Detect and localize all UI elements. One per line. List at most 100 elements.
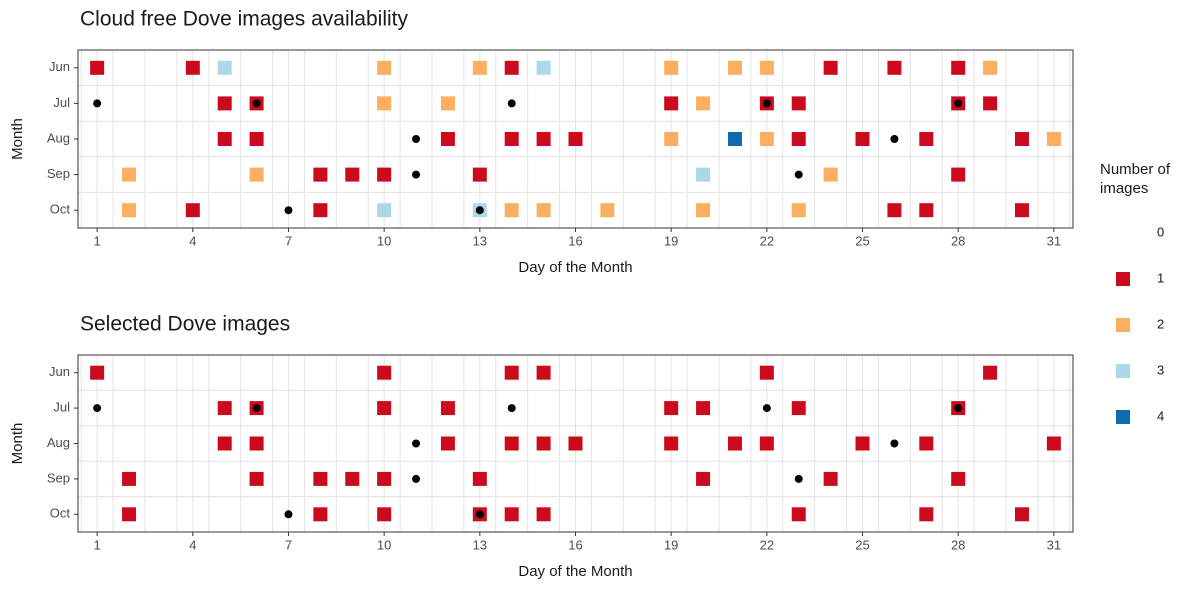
image-count-square: [90, 365, 105, 380]
x-tick-label: 22: [760, 537, 774, 552]
image-count-square: [185, 60, 200, 75]
y-tick-label: Jul: [53, 400, 70, 415]
image-count-square: [122, 167, 137, 182]
x-tick-label: 25: [855, 537, 869, 552]
chart-title: Cloud free Dove images availability: [80, 8, 408, 31]
image-count-square: [823, 60, 838, 75]
image-count-square: [122, 471, 137, 486]
image-count-square: [696, 401, 711, 416]
dot: [794, 170, 803, 179]
dot: [762, 99, 771, 108]
image-count-square: [727, 436, 742, 451]
image-count-square: [919, 436, 934, 451]
image-count-square: [600, 203, 615, 218]
image-count-square: [249, 436, 264, 451]
image-count-square: [983, 96, 998, 111]
image-count-square: [919, 203, 934, 218]
image-count-square: [664, 401, 679, 416]
image-count-square: [1046, 436, 1061, 451]
image-count-square: [536, 436, 551, 451]
dot: [507, 99, 516, 108]
y-tick-label: Aug: [47, 435, 70, 450]
image-count-square: [983, 365, 998, 380]
x-tick-label: 10: [377, 233, 391, 248]
image-count-square: [377, 507, 392, 522]
y-axis-label: Month: [9, 423, 26, 465]
image-count-square: [249, 167, 264, 182]
dot: [507, 404, 516, 413]
dot: [890, 439, 899, 448]
image-count-square: [472, 60, 487, 75]
y-axis-label: Month: [9, 118, 26, 160]
dot: [954, 99, 963, 108]
image-count-square: [887, 60, 902, 75]
x-tick-label: 4: [189, 537, 196, 552]
x-tick-label: 19: [664, 537, 678, 552]
image-count-square: [696, 167, 711, 182]
dot: [412, 170, 421, 179]
image-count-square: [759, 60, 774, 75]
image-count-square: [345, 471, 360, 486]
dot: [412, 439, 421, 448]
image-count-square: [504, 132, 519, 146]
image-count-square: [504, 507, 519, 522]
x-tick-label: 7: [285, 537, 292, 552]
image-count-square: [664, 436, 679, 451]
image-count-square: [249, 132, 264, 146]
legend-key: [1116, 364, 1130, 378]
image-count-square: [249, 471, 264, 486]
legend-label: 0: [1157, 224, 1164, 239]
image-count-square: [791, 96, 806, 111]
image-count-square: [504, 60, 519, 75]
image-count-square: [696, 471, 711, 486]
image-count-square: [504, 365, 519, 380]
image-count-square: [377, 203, 392, 218]
image-count-square: [727, 132, 742, 146]
image-count-square: [217, 96, 232, 111]
image-count-square: [919, 507, 934, 522]
image-count-square: [217, 60, 232, 75]
image-count-square: [90, 60, 105, 75]
dot: [475, 206, 484, 215]
image-count-square: [536, 507, 551, 522]
image-count-square: [377, 471, 392, 486]
x-tick-label: 16: [568, 537, 582, 552]
x-tick-label: 1: [94, 233, 101, 248]
image-count-square: [440, 96, 455, 111]
image-count-square: [791, 132, 806, 146]
image-count-square: [887, 203, 902, 218]
x-tick-label: 28: [951, 233, 965, 248]
image-count-square: [568, 436, 583, 451]
image-count-square: [345, 167, 360, 182]
image-count-square: [983, 60, 998, 75]
legend-label: 4: [1157, 408, 1164, 423]
image-count-square: [377, 167, 392, 182]
y-tick-label: Aug: [47, 130, 70, 145]
x-tick-label: 25: [855, 233, 869, 248]
panel-border: [77, 49, 1074, 229]
x-tick-label: 31: [1047, 537, 1061, 552]
image-count-square: [313, 167, 328, 182]
image-count-square: [185, 203, 200, 218]
legend-label: 2: [1157, 316, 1164, 331]
x-tick-label: 10: [377, 537, 391, 552]
x-tick-label: 13: [473, 233, 487, 248]
image-count-square: [536, 203, 551, 218]
image-count-square: [951, 167, 966, 182]
y-tick-label: Oct: [50, 202, 71, 217]
legend-label: 1: [1157, 270, 1164, 285]
image-count-square: [440, 436, 455, 451]
legend-title-box: Number of images: [1100, 161, 1170, 197]
x-tick-label: 4: [189, 233, 196, 248]
image-count-square: [217, 401, 232, 416]
legend-key: [1116, 226, 1130, 240]
x-tick-label: 19: [664, 233, 678, 248]
image-count-square: [759, 365, 774, 380]
image-count-square: [823, 167, 838, 182]
image-count-square: [759, 436, 774, 451]
image-count-square: [664, 96, 679, 111]
image-count-square: [122, 507, 137, 522]
image-count-square: [217, 132, 232, 146]
image-count-square: [504, 203, 519, 218]
